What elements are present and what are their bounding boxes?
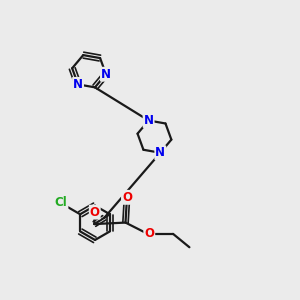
- Text: N: N: [101, 68, 111, 81]
- Text: N: N: [73, 78, 83, 91]
- Text: O: O: [122, 191, 132, 204]
- Text: N: N: [155, 146, 165, 159]
- Text: Cl: Cl: [55, 196, 68, 209]
- Text: O: O: [90, 206, 100, 219]
- Text: O: O: [144, 227, 154, 240]
- Text: N: N: [144, 114, 154, 127]
